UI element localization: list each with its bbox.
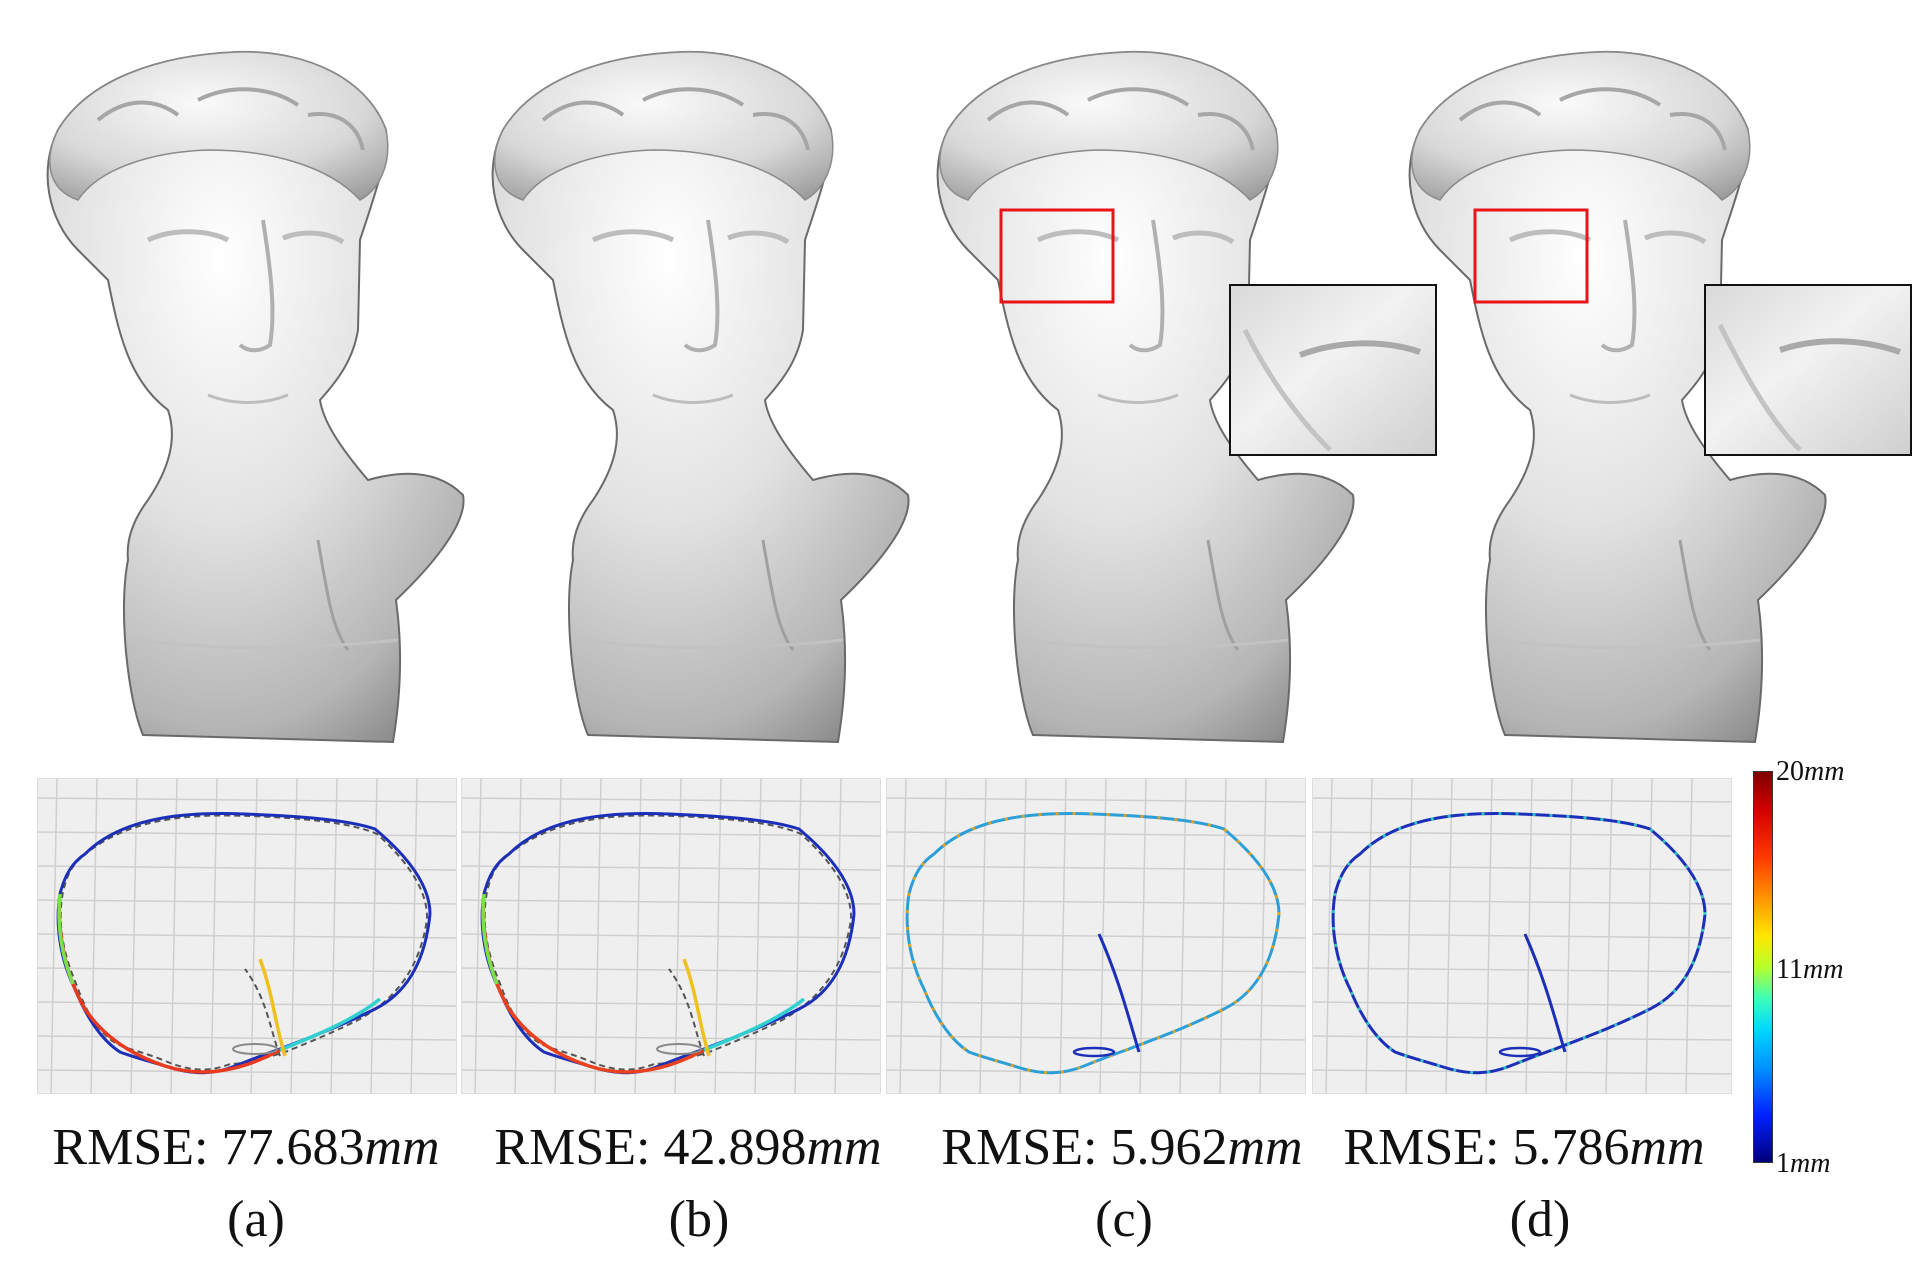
highlight-box-d xyxy=(1473,208,1589,304)
rmse-label-b: RMSE: 42.898mm xyxy=(494,1119,882,1176)
subfigure-label-a: (a) xyxy=(227,1191,285,1248)
bust-render-a xyxy=(48,52,464,742)
trajectory-panel-a xyxy=(37,778,457,1094)
rmse-label-c: RMSE: 5.962mm xyxy=(941,1119,1303,1176)
subfigure-label-b: (b) xyxy=(668,1191,730,1248)
subfigure-label-d: (d) xyxy=(1509,1191,1571,1248)
colorbar-label-mid: 11mm xyxy=(1776,954,1844,985)
zoom-inset-c xyxy=(1229,284,1437,456)
highlight-box-c xyxy=(999,208,1115,304)
rmse-label-a: RMSE: 77.683mm xyxy=(52,1119,440,1176)
trajectory-panel-d xyxy=(1312,778,1732,1094)
colorbar-label-max: 20mm xyxy=(1776,756,1845,787)
zoom-inset-d xyxy=(1704,284,1912,456)
trajectory-panel-b xyxy=(461,778,881,1094)
error-colorbar xyxy=(1753,771,1773,1163)
reconstruction-renders xyxy=(0,0,1912,760)
trajectory-panel-c xyxy=(886,778,1306,1094)
rmse-label-d: RMSE: 5.786mm xyxy=(1343,1119,1705,1176)
bust-render-b xyxy=(493,52,909,742)
subfigure-label-c: (c) xyxy=(1095,1191,1153,1248)
colorbar-label-min: 1mm xyxy=(1776,1148,1831,1179)
